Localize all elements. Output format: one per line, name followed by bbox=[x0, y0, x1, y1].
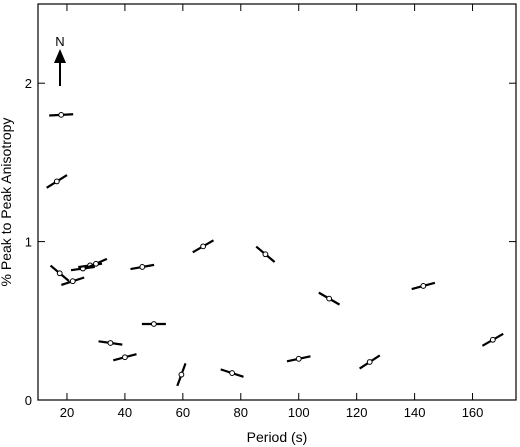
y-tick-label: 0 bbox=[25, 393, 32, 408]
x-axis-label: Period (s) bbox=[247, 429, 308, 445]
point-marker bbox=[150, 321, 157, 327]
point-marker bbox=[53, 178, 60, 185]
data-points bbox=[46, 111, 504, 387]
data-point bbox=[46, 174, 68, 189]
north-arrow-label: N bbox=[55, 34, 64, 49]
point-marker bbox=[366, 359, 373, 365]
x-tick-label: 100 bbox=[288, 405, 310, 420]
point-marker bbox=[295, 355, 302, 362]
point-marker bbox=[178, 371, 185, 378]
y-tick-label: 1 bbox=[25, 235, 32, 250]
point-marker bbox=[262, 251, 269, 258]
x-tick-label: 120 bbox=[346, 405, 368, 420]
point-marker bbox=[58, 111, 65, 118]
data-point bbox=[411, 281, 436, 291]
data-point bbox=[359, 354, 381, 370]
data-point bbox=[141, 321, 166, 327]
point-marker bbox=[107, 340, 114, 346]
data-point bbox=[84, 257, 108, 270]
x-tick-label: 160 bbox=[462, 405, 484, 420]
data-point bbox=[98, 340, 123, 346]
data-point bbox=[113, 353, 137, 362]
point-marker bbox=[69, 278, 76, 285]
x-tick-label: 140 bbox=[404, 405, 426, 420]
x-tick-label: 40 bbox=[118, 405, 132, 420]
x-tick-label: 80 bbox=[234, 405, 248, 420]
point-marker bbox=[326, 295, 333, 302]
north-arrow-head bbox=[54, 49, 66, 63]
point-marker bbox=[122, 354, 128, 361]
point-marker bbox=[93, 260, 99, 267]
point-marker bbox=[229, 370, 235, 376]
point-marker bbox=[420, 283, 427, 289]
point-marker bbox=[200, 243, 207, 250]
data-point bbox=[255, 245, 276, 263]
plot-frame bbox=[37, 3, 517, 401]
point-marker bbox=[139, 264, 146, 270]
data-point bbox=[220, 368, 244, 378]
data-point bbox=[130, 263, 155, 271]
data-point bbox=[286, 355, 311, 363]
point-marker bbox=[489, 336, 496, 343]
data-point bbox=[49, 264, 70, 282]
y-tick-label: 2 bbox=[25, 76, 32, 91]
y-axis-label: % Peak to Peak Anisotropy bbox=[0, 118, 14, 287]
north-arrow: N bbox=[54, 34, 66, 86]
x-tick-label: 60 bbox=[176, 405, 190, 420]
point-marker bbox=[56, 270, 63, 277]
data-point bbox=[61, 276, 85, 286]
data-point bbox=[49, 111, 74, 118]
data-point bbox=[481, 332, 504, 347]
data-point bbox=[176, 363, 187, 387]
data-point bbox=[192, 239, 215, 254]
x-tick-label: 20 bbox=[60, 405, 74, 420]
data-point bbox=[318, 291, 341, 306]
axis-ticks: 20 40 60 80 100 120 140 160 0 1 2 bbox=[25, 4, 516, 420]
